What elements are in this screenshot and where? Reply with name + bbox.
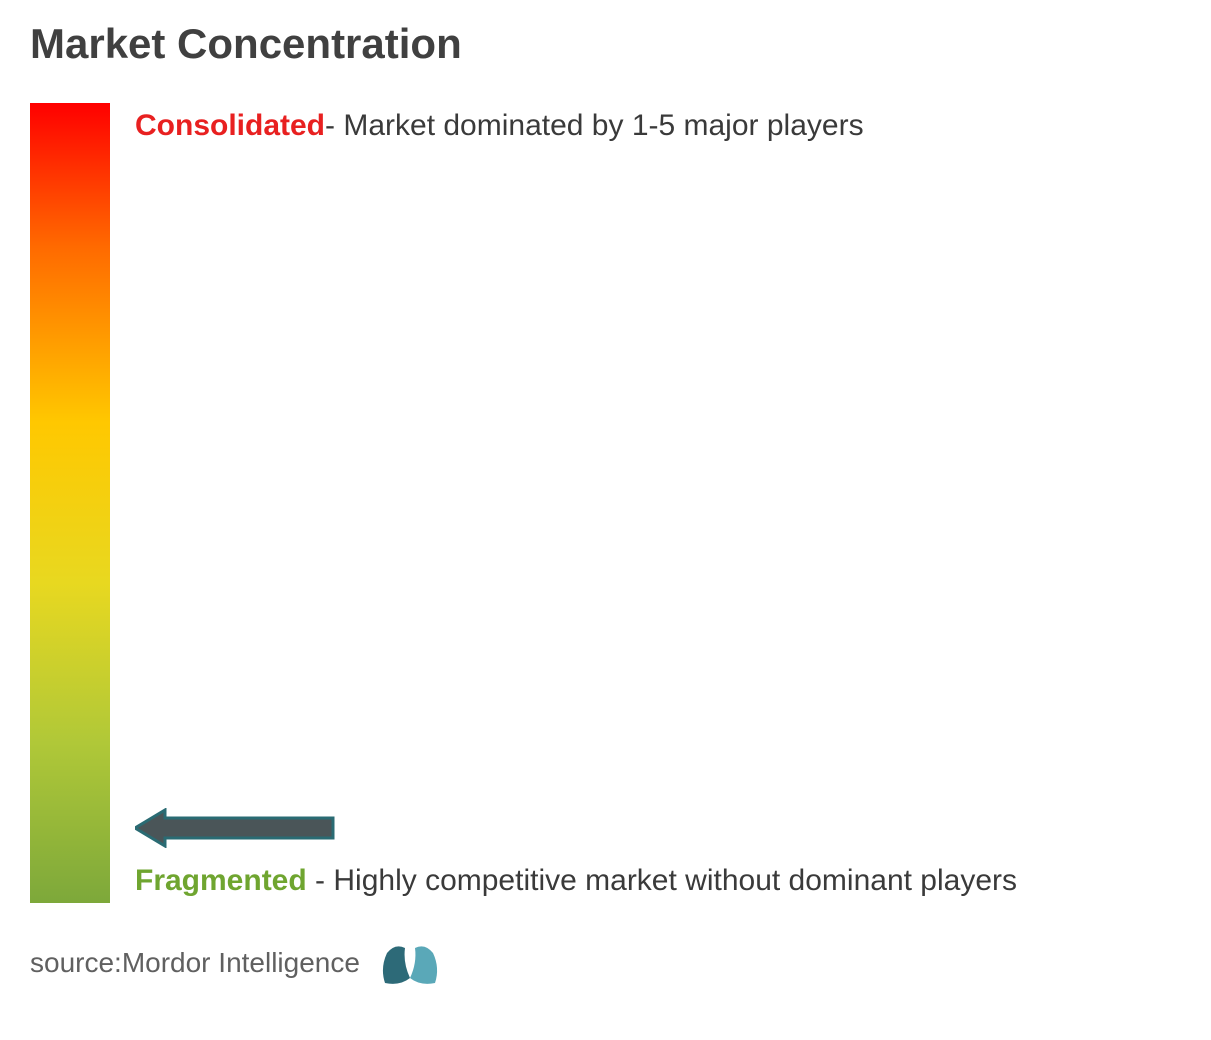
fragmented-highlight: Fragmented xyxy=(135,864,307,897)
fragmented-separator: - xyxy=(307,864,334,897)
consolidated-separator: - xyxy=(325,109,343,142)
main-content: Consolidated- Market dominated by 1-5 ma… xyxy=(30,103,1181,903)
fragmented-description: Highly competitive market without domina… xyxy=(333,864,1017,897)
labels-column: Consolidated- Market dominated by 1-5 ma… xyxy=(135,103,1181,903)
consolidated-description: Market dominated by 1-5 major players xyxy=(343,109,863,142)
fragmented-label-row: Fragmented - Highly competitive market w… xyxy=(135,858,1181,903)
footer: source:Mordor Intelligence xyxy=(30,938,1181,988)
position-arrow-icon xyxy=(135,808,335,848)
consolidated-label-row: Consolidated- Market dominated by 1-5 ma… xyxy=(135,103,1181,148)
mordor-logo-icon xyxy=(375,938,445,988)
bottom-section: Fragmented - Highly competitive market w… xyxy=(135,248,1181,903)
source-attribution: source:Mordor Intelligence xyxy=(30,947,360,979)
gradient-scale-bar xyxy=(30,103,110,903)
consolidated-highlight: Consolidated xyxy=(135,109,325,142)
position-arrow-container xyxy=(135,808,1181,848)
chart-title: Market Concentration xyxy=(30,20,1181,68)
